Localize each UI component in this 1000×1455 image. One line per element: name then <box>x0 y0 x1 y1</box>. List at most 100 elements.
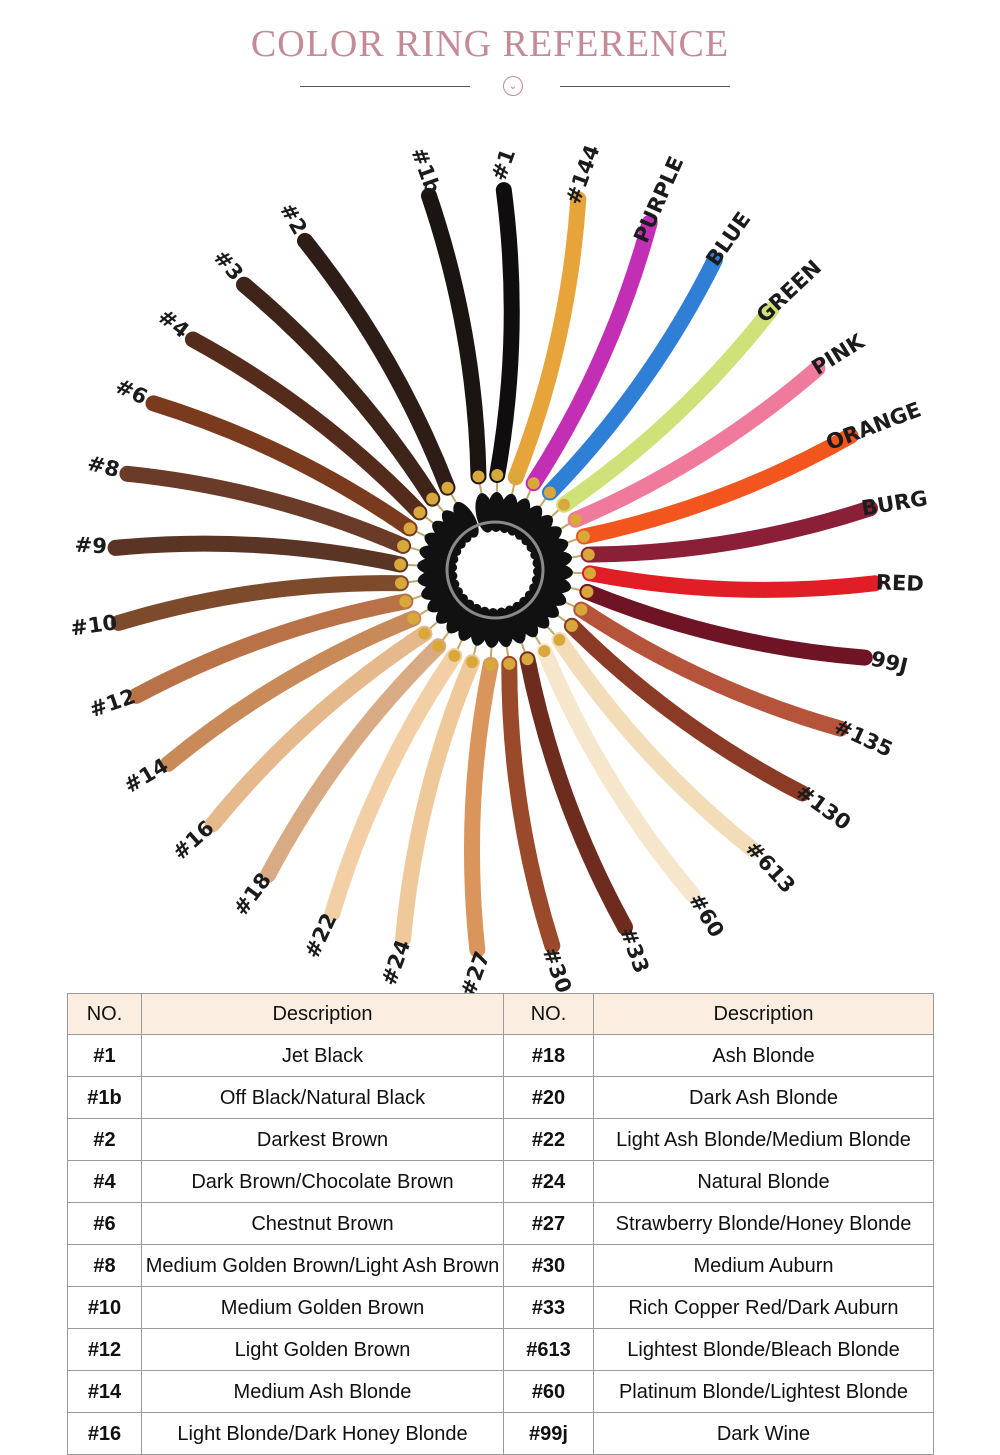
description-cell: Natural Blonde <box>593 1160 934 1203</box>
gold-clip <box>569 513 582 526</box>
description-cell: Dark Ash Blonde <box>593 1076 934 1119</box>
swatch-label: #1b <box>406 145 445 198</box>
swatch-label: ORANGE <box>823 397 925 455</box>
swatch-label: PINK <box>807 329 869 380</box>
swatch-label: #9 <box>74 533 108 559</box>
color-number-cell: #4 <box>67 1160 142 1203</box>
swatch-label: #30 <box>538 944 577 996</box>
gold-clip <box>426 492 439 505</box>
hair-strand-swatch <box>489 182 520 483</box>
hair-strand-swatch <box>563 617 811 802</box>
gold-clip <box>413 506 426 519</box>
gold-clip <box>575 603 588 616</box>
gold-clip <box>565 619 578 632</box>
gold-clip <box>558 498 571 511</box>
hair-strand-swatch <box>107 535 409 573</box>
gold-clip <box>403 522 416 535</box>
hair-strand-swatch <box>536 643 701 903</box>
gold-clip <box>397 539 410 552</box>
description-cell: Ash Blonde <box>593 1034 934 1077</box>
color-number-cell: #2 <box>67 1118 142 1161</box>
header-description-left: Description <box>141 993 504 1035</box>
hair-strand-swatch <box>579 583 873 666</box>
description-cell: Light Ash Blonde/Medium Blonde <box>593 1118 934 1161</box>
description-cell: Jet Black <box>141 1034 504 1077</box>
title-divider: ⌄ <box>300 76 730 100</box>
gold-clip <box>577 530 590 543</box>
header-description-right: Description <box>593 993 934 1035</box>
gold-clip <box>583 567 596 580</box>
color-number-cell: #27 <box>503 1202 594 1245</box>
gold-clip <box>503 657 516 670</box>
description-cell: Medium Golden Brown <box>141 1286 504 1329</box>
color-reference-table: NO. Description NO. Description #1 Jet Bl… <box>67 993 934 1455</box>
gold-clip <box>543 486 556 499</box>
gold-clip <box>418 627 431 640</box>
swatch-label: #22 <box>300 909 342 962</box>
swatch-label: GREEN <box>752 255 826 327</box>
color-number-cell: #16 <box>67 1412 142 1455</box>
description-cell: Dark Brown/Chocolate Brown <box>141 1160 504 1203</box>
description-cell: Strawberry Blonde/Honey Blonde <box>593 1202 934 1245</box>
gold-clip <box>472 470 485 483</box>
description-cell: Off Black/Natural Black <box>141 1076 504 1119</box>
color-number-cell: #12 <box>67 1328 142 1371</box>
swatch-label: RED <box>875 570 924 596</box>
description-cell: Chestnut Brown <box>141 1202 504 1245</box>
gold-clip <box>538 645 551 658</box>
hair-strand-swatch <box>575 427 859 545</box>
color-number-cell: #6 <box>67 1202 142 1245</box>
table-row: #6 Chestnut Brown #27 Strawberry Blonde/Hon… <box>67 1202 934 1245</box>
metal-ring <box>445 520 545 620</box>
hair-strand-swatch <box>260 638 447 883</box>
swatch-label: #2 <box>275 199 312 239</box>
hair-strand-swatch <box>567 360 826 528</box>
table-header-row: NO. Description NO. Description <box>67 993 934 1035</box>
hair-strand-swatch <box>507 191 587 486</box>
description-cell: Platinum Blonde/Lightest Blonde <box>593 1370 934 1413</box>
description-cell: Dark Wine <box>593 1412 934 1455</box>
gold-clip <box>509 471 522 484</box>
table-row: #8 Medium Golden Brown/Light Ash Brown #30… <box>67 1244 934 1287</box>
color-number-cell: #14 <box>67 1370 142 1413</box>
color-number-cell: #60 <box>503 1370 594 1413</box>
gold-clip <box>521 653 534 666</box>
hair-strand-swatch <box>573 601 849 737</box>
swatch-label: BURG <box>860 486 929 520</box>
table-row: #1b Off Black/Natural Black #20 Dark Ash Bl… <box>67 1076 934 1119</box>
hair-strand-swatch <box>204 625 433 833</box>
hair-strand-swatch <box>324 647 463 922</box>
table-row: #10 Medium Golden Brown #33 Rich Copper Red… <box>67 1286 934 1329</box>
gold-clip <box>394 558 407 571</box>
hair-strand-swatch <box>110 575 409 631</box>
color-number-cell: #24 <box>503 1160 594 1203</box>
color-number-cell: #8 <box>67 1244 142 1287</box>
table-row: #1 Jet Black #18 Ash Blonde <box>67 1034 934 1077</box>
hair-strand-swatch <box>541 252 723 501</box>
description-cell: Lightest Blonde/Bleach Blonde <box>593 1328 934 1371</box>
swatch-label: #60 <box>684 889 729 941</box>
chevron-down-icon: ⌄ <box>503 76 523 96</box>
color-number-cell: #20 <box>503 1076 594 1119</box>
gold-clip <box>394 577 407 590</box>
hair-strand-swatch <box>395 654 480 947</box>
description-cell: Rich Copper Red/Dark Auburn <box>593 1286 934 1329</box>
gold-clip <box>484 658 497 671</box>
gold-clip <box>432 640 445 653</box>
description-cell: Medium Ash Blonde <box>141 1370 504 1413</box>
table-row: #16 Light Blonde/Dark Honey Blonde #99j Dar… <box>67 1412 934 1455</box>
swatch-label: #10 <box>69 610 119 640</box>
gold-clip <box>553 633 566 646</box>
color-number-cell: #10 <box>67 1286 142 1329</box>
description-cell: Light Golden Brown <box>141 1328 504 1371</box>
hair-strand-swatch <box>551 631 761 858</box>
swatch-label: #33 <box>615 924 654 976</box>
color-number-cell: #99j <box>503 1412 594 1455</box>
swatch-label: #12 <box>86 684 138 722</box>
page-title: COLOR RING REFERENCE <box>250 23 730 65</box>
gold-clip <box>399 595 412 608</box>
hair-strand-swatch <box>463 656 499 958</box>
color-number-cell: #22 <box>503 1118 594 1161</box>
divider-line-right <box>560 86 730 87</box>
